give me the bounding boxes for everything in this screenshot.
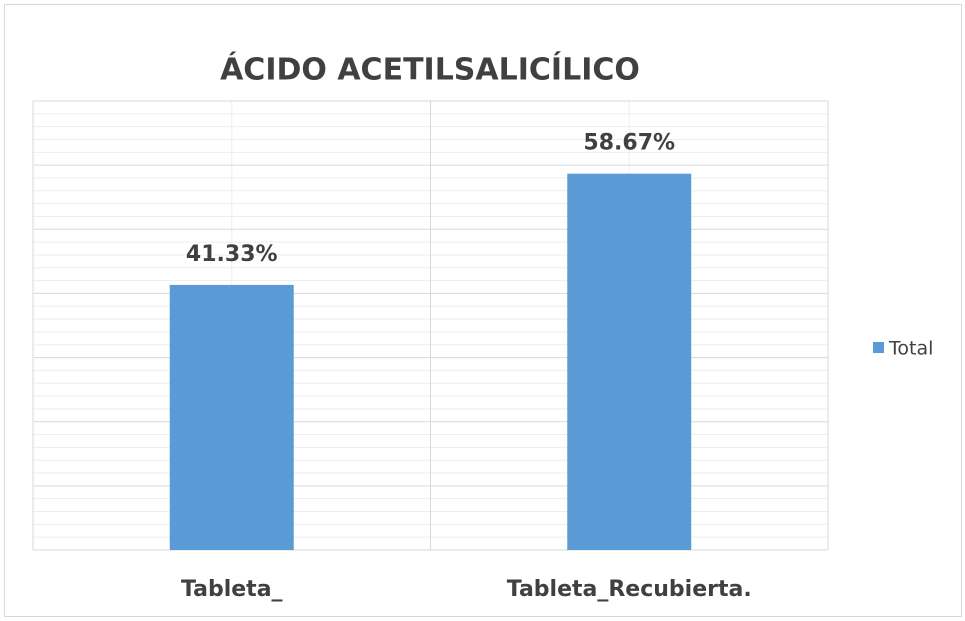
data-label: 41.33%: [186, 242, 278, 267]
chart-border: [4, 4, 962, 617]
legend-swatch: [873, 342, 884, 353]
chart-title: ÁCIDO ACETILSALICÍLICO: [220, 52, 640, 88]
x-tick-label: Tableta_Recubierta.: [507, 577, 752, 602]
legend-label: Total: [888, 338, 933, 360]
bar: [169, 284, 294, 550]
x-tick-label: Tableta_: [181, 577, 283, 602]
bar: [567, 173, 692, 550]
data-label: 58.67%: [583, 131, 675, 156]
